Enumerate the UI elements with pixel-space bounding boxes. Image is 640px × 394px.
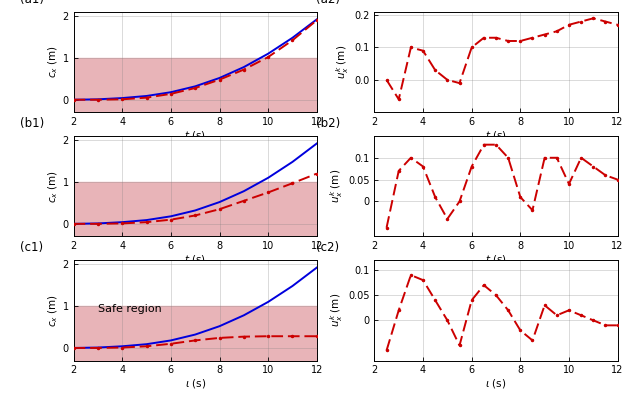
Y-axis label: $c_x$ (m): $c_x$ (m) (46, 170, 60, 203)
Y-axis label: $u_x^k$ (m): $u_x^k$ (m) (328, 293, 345, 327)
X-axis label: $t$ (s): $t$ (s) (184, 253, 206, 266)
Y-axis label: $c_x$ (m): $c_x$ (m) (46, 46, 60, 78)
X-axis label: $t$ (s): $t$ (s) (485, 128, 507, 141)
Text: (c2): (c2) (316, 241, 339, 254)
Text: (b2): (b2) (316, 117, 340, 130)
Text: Safe region: Safe region (98, 304, 162, 314)
Y-axis label: $u_x^k$ (m): $u_x^k$ (m) (335, 45, 351, 79)
Y-axis label: $c_x$ (m): $c_x$ (m) (46, 294, 60, 327)
X-axis label: $t$ (s): $t$ (s) (485, 253, 507, 266)
Text: (c1): (c1) (20, 241, 44, 254)
Bar (74, 182, 317, 236)
X-axis label: $\iota$ (s): $\iota$ (s) (485, 377, 507, 390)
Y-axis label: $u_x^k$ (m): $u_x^k$ (m) (328, 169, 345, 203)
Text: (a2): (a2) (316, 0, 340, 6)
Bar (74, 58, 317, 112)
X-axis label: $\iota$ (s): $\iota$ (s) (184, 377, 206, 390)
X-axis label: $t$ (s): $t$ (s) (184, 128, 206, 141)
Text: (b1): (b1) (20, 117, 44, 130)
Bar (74, 306, 317, 361)
Text: (a1): (a1) (20, 0, 44, 6)
